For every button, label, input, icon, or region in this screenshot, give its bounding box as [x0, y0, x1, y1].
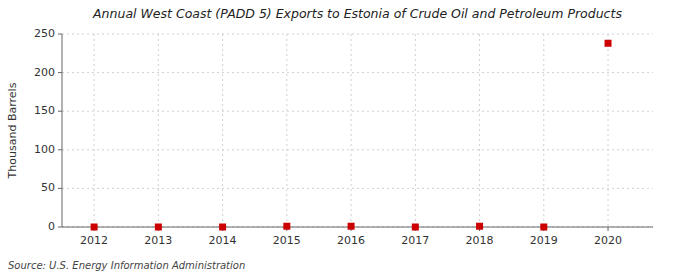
y-tick-label: 200 — [34, 66, 55, 79]
point — [476, 223, 483, 230]
x-grid-line — [543, 34, 544, 227]
y-grid-line — [62, 72, 653, 73]
x-tick-label: 2012 — [80, 234, 108, 247]
grid — [62, 34, 653, 227]
y-axis-line — [62, 34, 63, 227]
x-tick-label: 2017 — [401, 234, 429, 247]
point — [348, 223, 355, 230]
y-grid-line — [62, 34, 653, 35]
y-grid-line — [62, 111, 653, 112]
x-tick-label: 2018 — [466, 234, 494, 247]
y-tick — [58, 227, 62, 228]
y-grid-line — [62, 188, 653, 189]
point — [412, 224, 419, 231]
y-grid-line — [62, 227, 653, 228]
x-tick — [608, 227, 609, 231]
axes: 0 50 100 150 200 250 2012 2013 2014 2015 2016 2017 2… — [34, 27, 653, 247]
y-tick — [58, 149, 62, 150]
x-grid-line — [608, 34, 609, 227]
x-grid-line — [286, 34, 287, 227]
x-grid-line — [94, 34, 95, 227]
x-tick-label: 2016 — [337, 234, 365, 247]
y-tick-label: 50 — [41, 181, 55, 194]
y-tick — [58, 188, 62, 189]
points — [91, 40, 612, 231]
source-note: Source: U.S. Energy Information Administ… — [8, 260, 245, 271]
point — [283, 223, 290, 230]
point — [540, 224, 547, 231]
title: Annual West Coast (PADD 5) Exports to Es… — [92, 6, 622, 21]
x-grid-line — [415, 34, 416, 227]
x-tick-label: 2019 — [530, 234, 558, 247]
y-tick — [58, 72, 62, 73]
y-tick — [58, 111, 62, 112]
y-tick-label: 100 — [34, 143, 55, 156]
chart-container: 0 50 100 150 200 250 2012 2013 2014 2015 2016 2017 2… — [0, 0, 675, 275]
x-grid-line — [479, 34, 480, 227]
point — [91, 224, 98, 231]
x-tick-label: 2013 — [144, 234, 172, 247]
y-tick-label: 150 — [34, 104, 55, 117]
background — [0, 0, 675, 275]
y-tick-label: 250 — [34, 27, 55, 40]
x-grid-line — [222, 34, 223, 227]
x-tick-label: 2020 — [594, 234, 622, 247]
chart: 0 50 100 150 200 250 2012 2013 2014 2015 2016 2017 2… — [0, 0, 675, 275]
x-grid-line — [158, 34, 159, 227]
y-tick-label: 0 — [48, 220, 55, 233]
y-axis-label: Thousand Barrels — [6, 82, 19, 179]
y-grid-line — [62, 149, 653, 150]
point — [605, 40, 612, 47]
y-tick — [58, 34, 62, 35]
point — [155, 224, 162, 231]
x-tick-label: 2014 — [209, 234, 237, 247]
point — [219, 224, 226, 231]
x-grid-line — [351, 34, 352, 227]
x-axis-line — [62, 227, 653, 228]
x-tick-label: 2015 — [273, 234, 301, 247]
